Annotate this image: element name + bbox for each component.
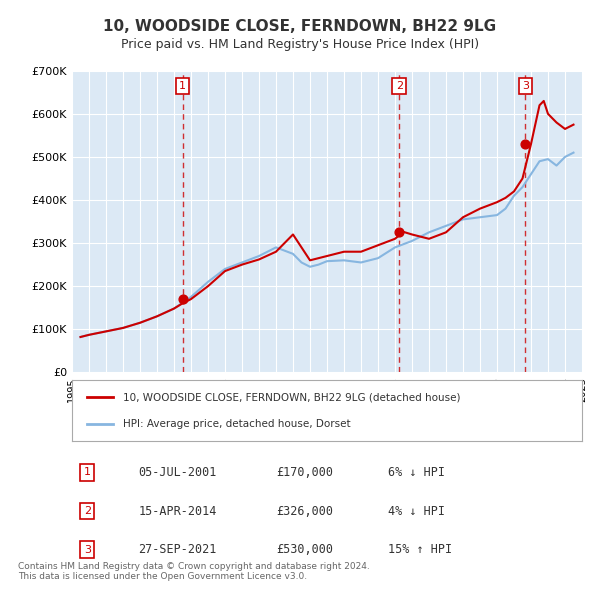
Point <box>521 139 530 149</box>
Text: 27-SEP-2021: 27-SEP-2021 <box>139 543 217 556</box>
Text: 2: 2 <box>395 81 403 91</box>
Text: 3: 3 <box>84 545 91 555</box>
Text: 10, WOODSIDE CLOSE, FERNDOWN, BH22 9LG (detached house): 10, WOODSIDE CLOSE, FERNDOWN, BH22 9LG (… <box>123 392 461 402</box>
Text: 6% ↓ HPI: 6% ↓ HPI <box>388 466 445 478</box>
Text: HPI: Average price, detached house, Dorset: HPI: Average price, detached house, Dors… <box>123 419 350 429</box>
Text: 05-JUL-2001: 05-JUL-2001 <box>139 466 217 478</box>
Text: £326,000: £326,000 <box>276 504 333 517</box>
Text: 2: 2 <box>84 506 91 516</box>
Text: 4% ↓ HPI: 4% ↓ HPI <box>388 504 445 517</box>
Text: 15% ↑ HPI: 15% ↑ HPI <box>388 543 452 556</box>
Text: 1: 1 <box>179 81 186 91</box>
Point <box>394 227 404 237</box>
Text: Price paid vs. HM Land Registry's House Price Index (HPI): Price paid vs. HM Land Registry's House … <box>121 38 479 51</box>
Text: 1: 1 <box>84 467 91 477</box>
Text: £170,000: £170,000 <box>276 466 333 478</box>
Text: 15-APR-2014: 15-APR-2014 <box>139 504 217 517</box>
Text: 3: 3 <box>522 81 529 91</box>
Text: £530,000: £530,000 <box>276 543 333 556</box>
Point <box>178 294 187 304</box>
Text: 10, WOODSIDE CLOSE, FERNDOWN, BH22 9LG: 10, WOODSIDE CLOSE, FERNDOWN, BH22 9LG <box>103 19 497 34</box>
Text: Contains HM Land Registry data © Crown copyright and database right 2024.
This d: Contains HM Land Registry data © Crown c… <box>18 562 370 581</box>
